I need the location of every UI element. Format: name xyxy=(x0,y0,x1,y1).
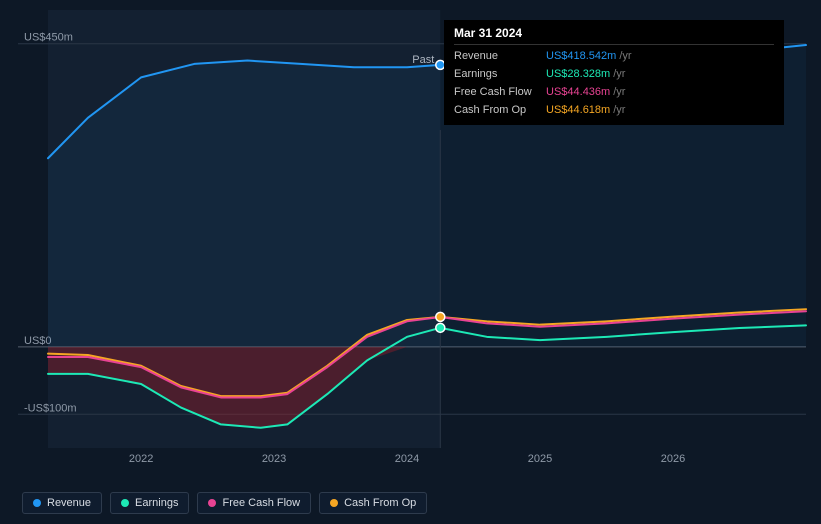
tooltip-row-suffix: /yr xyxy=(613,66,625,82)
tooltip-date: Mar 31 2024 xyxy=(454,26,774,45)
x-tick-label: 2023 xyxy=(262,453,286,465)
legend-dot-icon xyxy=(208,499,216,507)
tooltip-row-value: US$44.618m xyxy=(546,102,610,118)
tooltip-row-suffix: /yr xyxy=(619,48,631,64)
tooltip-rows: RevenueUS$418.542m/yrEarningsUS$28.328m/… xyxy=(454,47,774,119)
legend-label: Revenue xyxy=(47,497,91,509)
x-tick-label: 2024 xyxy=(395,453,419,465)
past-label: Past xyxy=(412,54,434,66)
y-tick-label: US$450m xyxy=(24,32,73,44)
marker-earnings xyxy=(436,323,445,332)
chart-legend: Revenue Earnings Free Cash Flow Cash From O… xyxy=(22,492,427,514)
tooltip-row-label: Free Cash Flow xyxy=(454,84,546,100)
y-tick-label: US$0 xyxy=(24,335,52,347)
legend-item-fcf[interactable]: Free Cash Flow xyxy=(197,492,311,514)
tooltip-row-suffix: /yr xyxy=(613,84,625,100)
legend-dot-icon xyxy=(330,499,338,507)
tooltip-row-label: Revenue xyxy=(454,48,546,64)
tooltip-row: EarningsUS$28.328m/yr xyxy=(454,65,774,83)
x-tick-label: 2025 xyxy=(528,453,552,465)
legend-item-earnings[interactable]: Earnings xyxy=(110,492,189,514)
legend-label: Earnings xyxy=(135,497,178,509)
legend-item-cfo[interactable]: Cash From Op xyxy=(319,492,427,514)
tooltip-row-value: US$418.542m xyxy=(546,48,616,64)
tooltip-row-label: Earnings xyxy=(454,66,546,82)
legend-dot-icon xyxy=(33,499,41,507)
legend-item-revenue[interactable]: Revenue xyxy=(22,492,102,514)
legend-label: Cash From Op xyxy=(344,497,416,509)
tooltip-row: RevenueUS$418.542m/yr xyxy=(454,47,774,65)
legend-label: Free Cash Flow xyxy=(222,497,300,509)
tooltip-row-suffix: /yr xyxy=(613,102,625,118)
tooltip-row: Cash From OpUS$44.618m/yr xyxy=(454,101,774,119)
x-tick-label: 2022 xyxy=(129,453,153,465)
tooltip-row-value: US$28.328m xyxy=(546,66,610,82)
tooltip-row-label: Cash From Op xyxy=(454,102,546,118)
x-tick-label: 2026 xyxy=(661,453,685,465)
legend-dot-icon xyxy=(121,499,129,507)
tooltip-row: Free Cash FlowUS$44.436m/yr xyxy=(454,83,774,101)
financials-chart: US$450m US$0 -US$100m 2022 2023 2024 2025 2026 P… xyxy=(0,0,821,524)
marker-cfo xyxy=(436,312,445,321)
tooltip-row-value: US$44.436m xyxy=(546,84,610,100)
hover-tooltip: Mar 31 2024 RevenueUS$418.542m/yrEarning… xyxy=(444,20,784,125)
y-tick-label: -US$100m xyxy=(24,402,77,414)
